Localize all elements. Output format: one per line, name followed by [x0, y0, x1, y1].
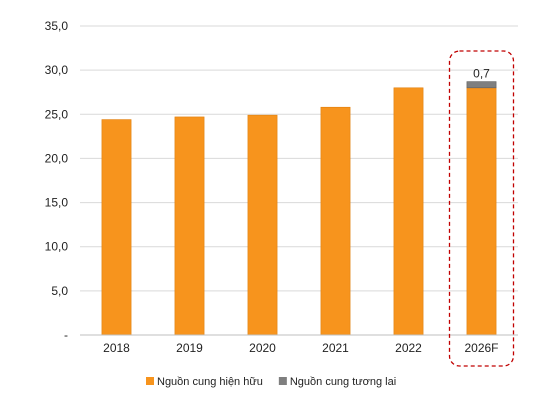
y-tick-label: -	[64, 328, 68, 342]
legend-label: Nguồn cung hiện hữu	[157, 376, 263, 388]
y-tick-label: 5,0	[51, 284, 68, 298]
legend: Nguồn cung hiện hữu Nguồn cung tương lai	[146, 376, 396, 388]
legend-swatch-future	[278, 377, 287, 385]
x-tick-label: 2022	[395, 341, 422, 355]
x-tick-label: 2019	[176, 341, 203, 355]
bars	[101, 81, 497, 336]
bar-existing-supply	[247, 114, 278, 336]
bar-existing-supply	[320, 106, 351, 336]
x-axis-ticks: 2018 2019 2020 2021 2022 2026F	[103, 341, 498, 355]
bar-existing-supply	[101, 119, 132, 336]
bar-existing-supply	[174, 116, 205, 336]
y-tick-label: 30,0	[45, 63, 69, 77]
legend-swatch-existing	[146, 377, 154, 385]
x-tick-label: 2020	[249, 341, 276, 355]
bar-future-supply	[466, 81, 497, 89]
x-tick-label: 2026F	[464, 341, 498, 355]
bar-existing-supply	[466, 87, 497, 336]
legend-label: Nguồn cung tương lai	[290, 376, 396, 388]
gridlines	[80, 25, 518, 292]
bar-existing-supply	[393, 87, 424, 336]
highlight-box	[448, 50, 515, 367]
data-label: 0,7	[473, 67, 490, 81]
y-axis-ticks: - 5,0 10,0 15,0 20,0 25,0 30,0 35,0	[45, 19, 69, 342]
y-tick-label: 25,0	[45, 107, 69, 121]
y-tick-label: 35,0	[45, 19, 69, 33]
x-tick-label: 2021	[322, 341, 349, 355]
forecast-highlight-box	[448, 50, 515, 367]
y-tick-label: 10,0	[45, 240, 69, 254]
y-tick-label: 20,0	[45, 151, 69, 165]
y-tick-label: 15,0	[45, 196, 69, 210]
data-labels: 0,7	[473, 67, 490, 81]
x-tick-label: 2018	[103, 341, 130, 355]
